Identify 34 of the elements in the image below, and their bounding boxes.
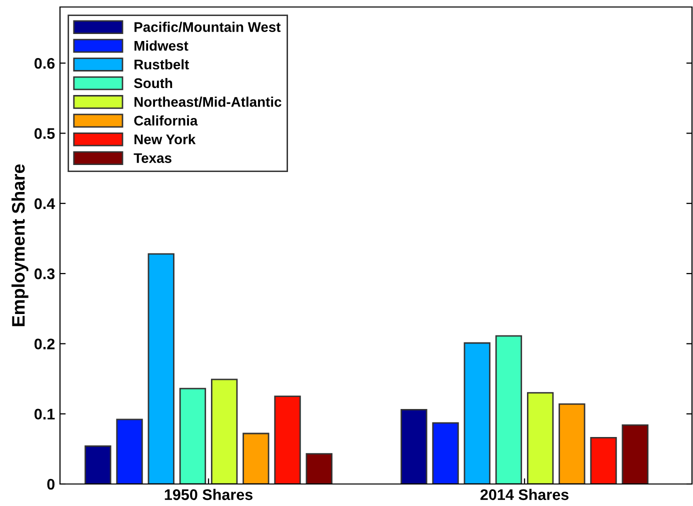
- bar: [400, 408, 428, 484]
- y-tick-label: 0.1: [34, 408, 55, 420]
- legend-label: South: [134, 78, 172, 88]
- bar: [179, 388, 206, 484]
- x-tick-label: 2014 Shares: [480, 488, 568, 500]
- bar: [590, 437, 617, 484]
- bar: [432, 422, 459, 484]
- y-axis-title: Employment Share: [12, 164, 28, 326]
- legend-label: California: [134, 115, 198, 126]
- y-tick-label: 0: [47, 478, 55, 490]
- bar: [306, 453, 332, 484]
- bar: [526, 392, 554, 484]
- bar: [558, 403, 586, 484]
- y-tick-label: 0.5: [34, 128, 55, 139]
- bar: [210, 378, 238, 484]
- legend-label: Rustbelt: [134, 59, 189, 70]
- legend-label: Midwest: [134, 40, 188, 51]
- legend-label: Pacific/Mountain West: [134, 22, 281, 32]
- bar: [464, 342, 490, 484]
- y-tick-label: 0.4: [34, 198, 56, 210]
- bar: [116, 418, 143, 484]
- bar: [242, 432, 270, 484]
- bar: [84, 445, 112, 484]
- y-tick-label: 0.3: [34, 268, 55, 280]
- legend-label: Texas: [134, 153, 172, 164]
- bar: [495, 335, 522, 484]
- y-tick-label: 0.2: [34, 338, 55, 350]
- x-tick-label: 1950 Shares: [164, 488, 252, 500]
- y-tick-label: 0.6: [34, 58, 55, 69]
- legend-label: New York: [134, 134, 196, 144]
- bar: [148, 253, 174, 484]
- bar: [274, 396, 301, 484]
- legend-label: Northeast/Mid-Atlantic: [134, 96, 282, 107]
- bar: [622, 424, 648, 484]
